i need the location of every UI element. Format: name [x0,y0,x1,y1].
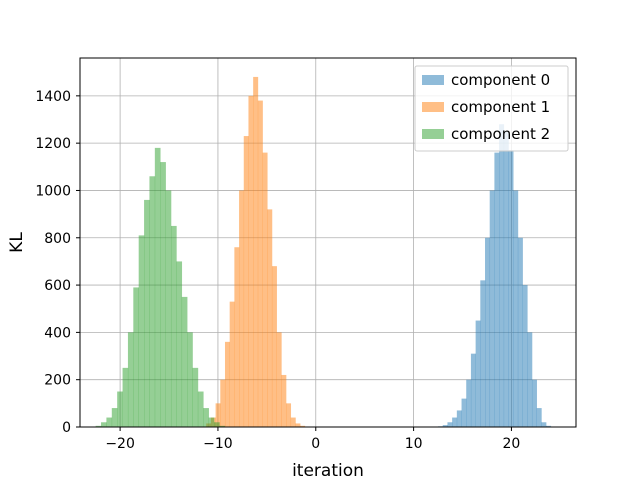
series-0-bar-8 [475,320,481,427]
series-1-bar-11 [257,100,263,428]
x-axis-label: iteration [292,461,364,480]
series-2-bar-6 [127,332,134,427]
legend-swatch-2 [422,129,444,139]
y-tick-label-3: 600 [44,278,71,294]
series-1-bar-5 [229,301,235,427]
legend-label-0: component 0 [451,71,550,89]
series-0-bar-9 [480,280,486,427]
series-0-bar-16 [513,190,519,427]
plot-area-frame [79,57,577,428]
legend-label-1: component 1 [451,98,550,116]
series-0-bar-4 [456,410,462,427]
series-0-bar-21 [536,408,542,427]
legend-swatch-0 [422,75,444,85]
series-1-bar-4 [224,341,230,427]
series-2-bar-18 [192,367,199,427]
y-tick-label-1: 200 [44,373,71,389]
y-axis-ticks: 0 200 400 600 800 1000 1200 1400 [35,89,80,436]
series-1-bar-9 [248,95,254,427]
series-0-bar-12 [494,152,500,427]
series-0-bar-5 [461,398,467,427]
y-tick-label-5: 1000 [35,183,71,199]
series-1-bar-6 [234,247,240,427]
series-2-bar-0 [95,425,102,427]
series-2-bar-22 [214,422,220,427]
series-0-bars [438,124,552,428]
x-tick-label-4: 20 [503,436,521,452]
series-1-bar-20 [300,425,306,427]
series-2-bar-14 [170,225,177,427]
legend: component 0 component 1 component 2 [414,65,569,152]
x-tick-label-2: 0 [311,436,320,452]
x-axis-ticks: −20 −10 0 10 20 [105,427,520,452]
y-tick-label-4: 800 [44,231,71,247]
series-1-bar-10 [253,76,259,427]
series-2-bar-8 [138,235,145,427]
y-axis-label: KL [7,232,27,253]
series-0-bar-17 [517,237,523,427]
series-0-bar-14 [503,131,509,428]
series-1-bar-2 [215,403,221,427]
series-0-bar-13 [499,124,505,427]
series-2-bar-12 [160,162,166,428]
series-0-bar-3 [452,417,458,427]
y-tick-label-2: 400 [44,325,71,341]
series-2-bar-13 [165,190,172,427]
series-2-bar-9 [144,199,150,427]
x-tick-label-1: −10 [203,436,233,452]
series-0-bar-6 [466,379,472,427]
series-2-bar-17 [187,332,193,427]
series-0-bar-22 [541,422,547,427]
series-2-bars [95,147,226,428]
series-2-bar-1 [101,422,107,427]
y-tick-label-0: 0 [62,420,71,436]
series-2-bar-16 [181,296,188,427]
series-1-bar-8 [243,136,249,428]
series-2-bar-15 [176,261,183,427]
series-0-bar-19 [527,332,533,427]
y-tick-label-6: 1200 [35,136,71,152]
series-0-bar-15 [508,150,514,427]
series-2-bar-11 [154,147,161,427]
series-1-bar-19 [295,423,301,427]
legend-swatch-1 [422,102,444,112]
legend-box [414,65,569,152]
series-1-bar-16 [281,374,287,427]
y-tick-label-7: 1400 [35,89,71,105]
series-2-bar-2 [106,417,113,427]
series-2-bar-4 [117,391,123,427]
series-2-bar-7 [133,287,139,427]
series-1-bar-13 [267,209,273,427]
series-1-bar-14 [271,266,277,427]
series-0-bar-11 [489,190,495,427]
series-1-bar-15 [276,332,282,427]
series-0-bar-20 [531,379,537,427]
series-0-bar-7 [470,353,476,427]
series-1-bar-3 [220,379,226,427]
series-2-bar-20 [203,408,209,427]
series-0-bar-18 [522,285,528,427]
series-1-bar-12 [262,152,268,427]
series-2-bar-3 [111,408,118,427]
x-tick-label-0: −20 [105,436,135,452]
legend-label-2: component 2 [451,125,550,143]
series-0-bar-1 [442,425,448,427]
series-2-bar-23 [219,425,226,427]
series-2-bar-19 [197,391,204,427]
series-2-bar-10 [149,176,156,427]
histogram-bars [95,76,552,428]
series-0-bar-10 [485,237,491,427]
series-2-bar-5 [122,367,129,427]
series-1-bar-7 [239,190,245,427]
series-0-bar-23 [546,425,552,427]
series-2-bar-21 [208,417,215,427]
series-1-bar-18 [290,417,296,427]
series-0-bar-2 [447,422,453,427]
series-1-bar-17 [286,403,292,427]
x-tick-label-3: 10 [405,436,423,452]
